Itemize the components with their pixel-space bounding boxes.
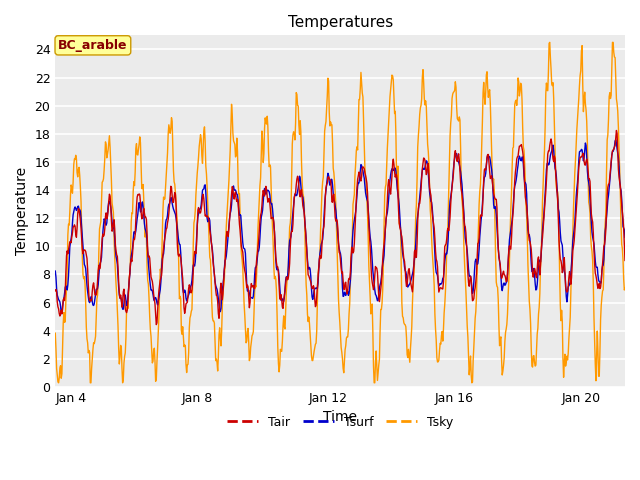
- Title: Temperatures: Temperatures: [287, 15, 393, 30]
- Legend: Tair, Tsurf, Tsky: Tair, Tsurf, Tsky: [222, 410, 458, 433]
- Y-axis label: Temperature: Temperature: [15, 167, 29, 255]
- Text: BC_arable: BC_arable: [58, 39, 127, 52]
- X-axis label: Time: Time: [323, 410, 357, 424]
